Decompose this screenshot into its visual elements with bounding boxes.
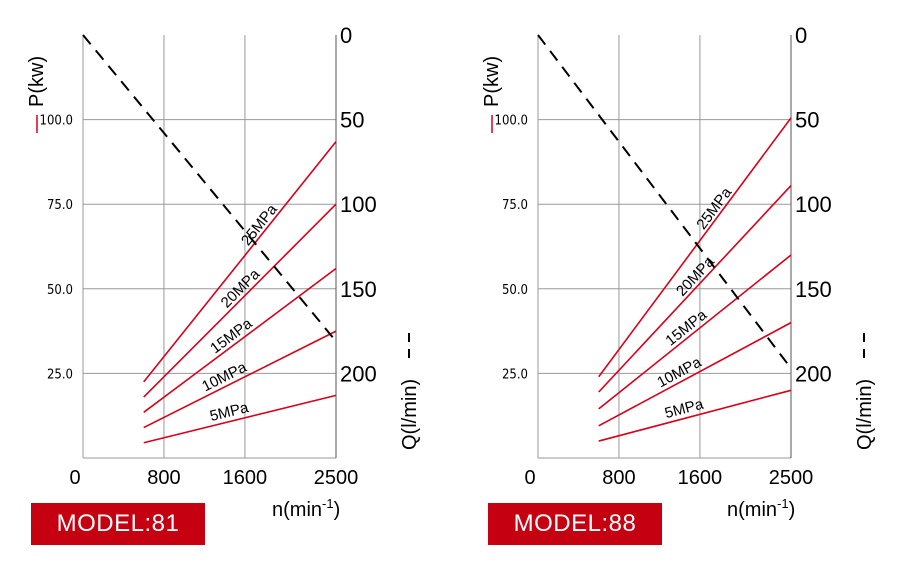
p-tick-label: 25.0 [502, 367, 528, 382]
chart-panel-2: 100.0 75.0 50.0 25.0 0 800 1600 2500 0 50 100 150 20… [481, 23, 876, 521]
q-axis-label: Q(l/min) [854, 379, 876, 450]
model-88-badge: MODEL:88 [488, 503, 662, 545]
power-line-10MPa [143, 330, 337, 429]
p-axis-label: P(kw) [26, 56, 48, 107]
q-axis-label: Q(l/min) [399, 379, 421, 450]
p-axis-label: P(kw) [481, 56, 503, 107]
x-tick-label: 1600 [678, 467, 723, 489]
model-81-label: MODEL:81 [56, 510, 180, 537]
power-line-5MPa [598, 389, 792, 442]
p-tick-label: 50.0 [502, 283, 528, 298]
chart-panel-1: 100.0 75.0 50.0 25.0 0 800 1600 2500 0 50 100 150 20… [26, 23, 421, 521]
p-tick-label: 100.0 [40, 114, 73, 129]
q-axis-title: Q(l/min) [399, 330, 421, 450]
power-line-20MPa [598, 185, 792, 393]
grid [538, 35, 791, 458]
power-line-15MPa [598, 254, 792, 410]
flow-line [82, 34, 337, 342]
power-line-label: 15MPa [207, 315, 256, 357]
power-line-25MPa [143, 141, 337, 383]
power-line-label: 20MPa [673, 253, 718, 300]
p-tick-label: 75.0 [47, 198, 73, 213]
p-tick-label: 50.0 [47, 283, 73, 298]
x-tick-label: 1600 [223, 467, 268, 489]
q-tick-label: 0 [340, 23, 352, 48]
p-tick-label: 100.0 [495, 114, 528, 129]
x-tick-label: 2500 [314, 467, 359, 489]
power-line-5MPa [143, 394, 337, 444]
q-tick-label: 150 [795, 277, 832, 302]
q-tick-label: 150 [340, 277, 377, 302]
p-axis-title: P(kw) [26, 56, 48, 133]
p-tick-label: 75.0 [502, 198, 528, 213]
model-81-badge: MODEL:81 [31, 503, 205, 545]
q-tick-label: 50 [340, 108, 364, 133]
q-tick-label: 100 [795, 192, 832, 217]
q-tick-label: 200 [795, 361, 832, 386]
x-tick-label: 800 [602, 467, 635, 489]
q-tick-label: 0 [795, 23, 807, 48]
power-line-10MPa [598, 321, 792, 427]
x-tick-label: 0 [524, 467, 535, 489]
power-line-label: 15MPa [662, 306, 710, 349]
x-tick-label: 0 [69, 467, 80, 489]
q-tick-label: 50 [795, 108, 819, 133]
grid [83, 35, 336, 458]
x-tick-label: 2500 [769, 467, 814, 489]
q-tick-label: 100 [340, 192, 377, 217]
power-line-15MPa [143, 267, 337, 413]
power-line-20MPa [143, 203, 337, 398]
n-axis-label: n(min-1) [727, 496, 795, 521]
x-tick-label: 800 [147, 467, 180, 489]
n-axis-label: n(min-1) [272, 496, 340, 521]
p-axis-title: P(kw) [481, 56, 503, 133]
power-line-25MPa [598, 117, 792, 378]
q-tick-label: 200 [340, 361, 377, 386]
q-axis-title: Q(l/min) [854, 330, 876, 450]
p-tick-label: 25.0 [47, 367, 73, 382]
power-line-label: 10MPa [199, 359, 250, 396]
model-88-label: MODEL:88 [513, 510, 637, 537]
flow-line [537, 34, 792, 369]
